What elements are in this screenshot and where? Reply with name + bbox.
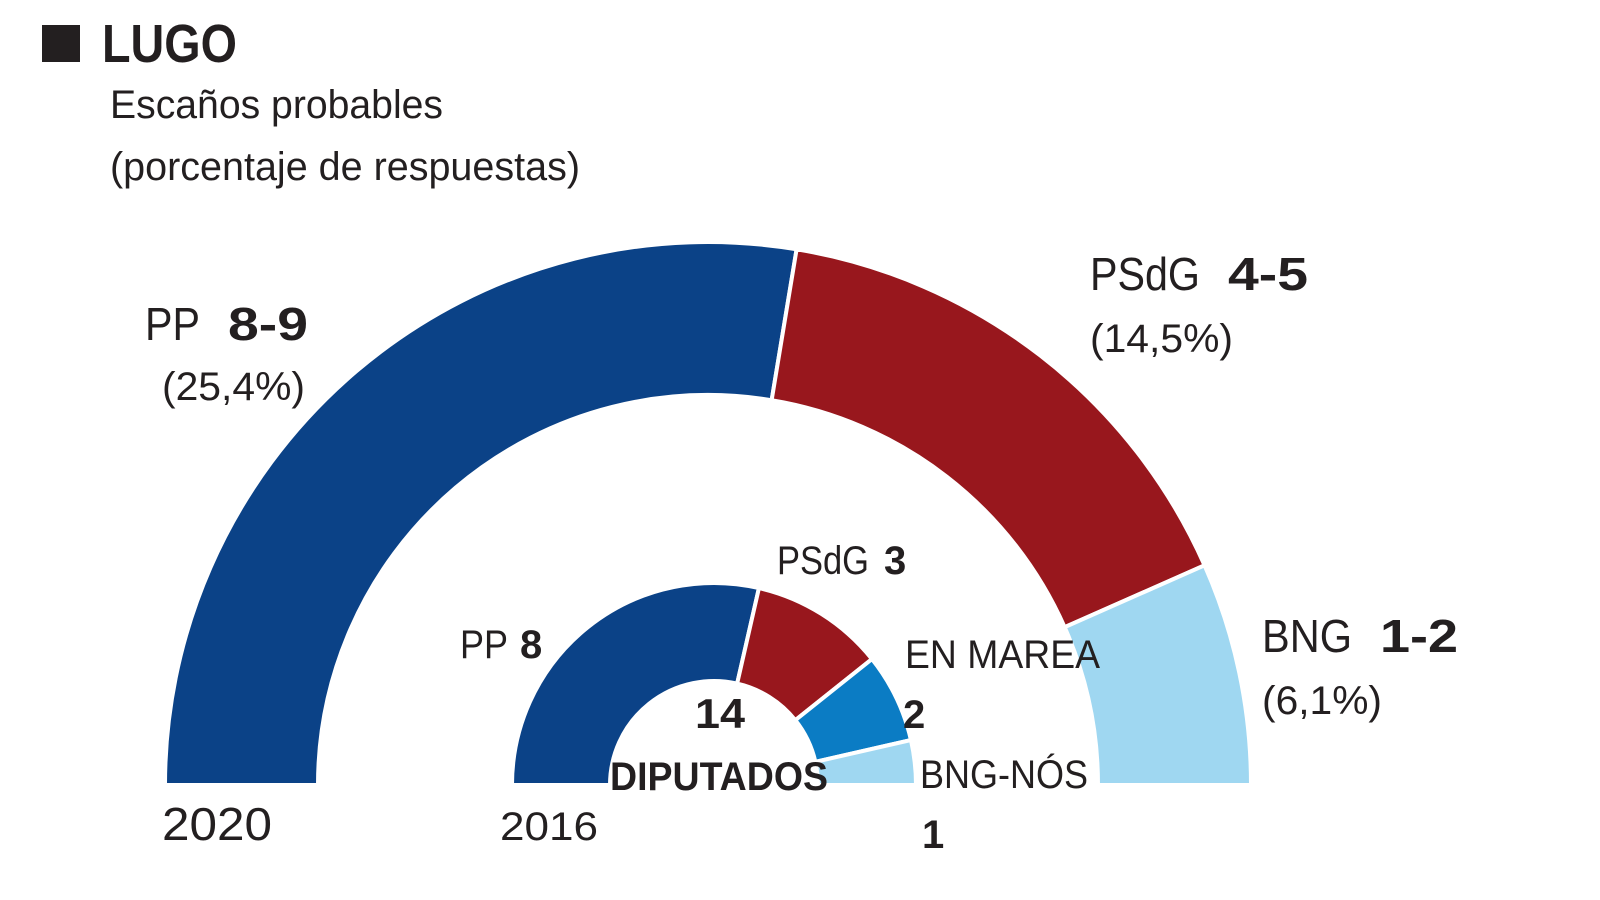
label-2020-pp-percent: (25,4%)	[162, 365, 305, 409]
arc-2016-bng-n-s-arc	[812, 737, 919, 787]
label-2016-enmarea-name: EN MAREA	[905, 633, 1100, 677]
label-2016-psdg-name: PSdG	[777, 539, 869, 583]
arcs-2020	[162, 240, 1254, 787]
label-year-2016: 2016	[500, 805, 598, 849]
label-2020-pp-seats: 8-9	[228, 298, 308, 350]
chart-subtitle-2: (porcentaje de respuestas)	[110, 145, 580, 189]
label-2016-pp-seats: 8	[520, 623, 542, 667]
label-2016-bng-seats: 1	[922, 813, 944, 857]
label-2020-psdg-percent: (14,5%)	[1090, 317, 1233, 361]
label-2020-psdg-name: PSdG	[1090, 248, 1200, 300]
label-2020-bng-percent: (6,1%)	[1262, 679, 1382, 723]
label-2016-bng-name: BNG-NÓS	[920, 752, 1088, 797]
chart-subtitle-1: Escaños probables	[110, 83, 443, 127]
label-2016-pp-name: PP	[460, 623, 508, 667]
label-2020-psdg-seats: 4-5	[1228, 248, 1308, 300]
arc-2016-pp-arc	[509, 581, 762, 787]
arcs-2016	[509, 581, 919, 787]
label-year-2020: 2020	[162, 798, 272, 850]
title-square-icon	[42, 25, 80, 62]
label-2020-bng-seats: 1-2	[1380, 610, 1458, 662]
label-2016-enmarea-seats: 2	[903, 693, 925, 737]
arc-2020-pp-arc	[162, 240, 799, 787]
label-2020-bng-name: BNG	[1262, 610, 1352, 662]
chart-title: LUGO	[102, 14, 237, 74]
label-2016-psdg-seats: 3	[884, 539, 906, 583]
label-total-seats: 14	[695, 690, 746, 737]
label-total-caption: DIPUTADOS	[610, 755, 828, 799]
label-2020-pp-name: PP	[145, 298, 200, 350]
arc-2020-bng-arc	[1062, 562, 1254, 787]
